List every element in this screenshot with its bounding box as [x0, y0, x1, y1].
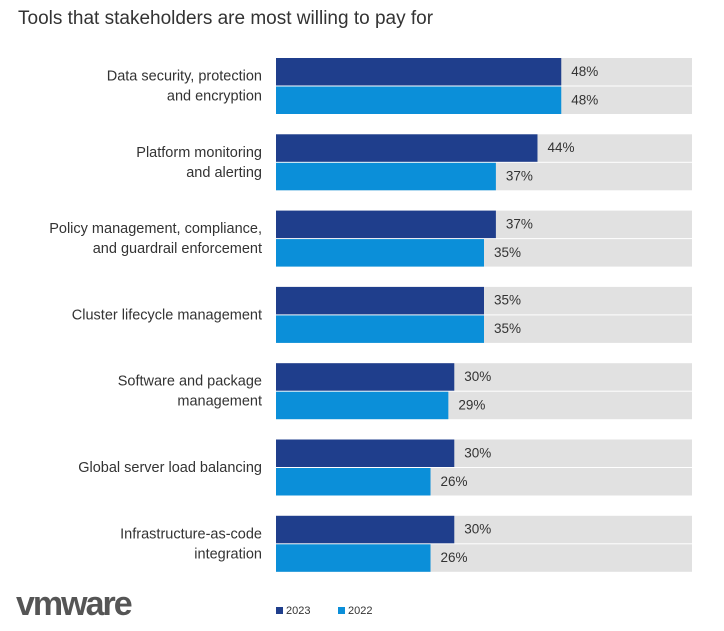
category-label: Policy management, compliance, and guardr…: [49, 221, 262, 257]
bar: [276, 86, 562, 114]
value-label: 35%: [494, 321, 521, 336]
legend-label: 2022: [348, 605, 372, 617]
value-label: 37%: [506, 169, 533, 184]
bar: [276, 239, 484, 267]
value-label: 35%: [494, 293, 521, 308]
bar: [276, 515, 455, 544]
value-label: 44%: [547, 140, 574, 155]
legend-swatch: [338, 607, 345, 614]
bar: [276, 210, 496, 239]
value-label: 30%: [464, 369, 491, 384]
value-label: 29%: [458, 398, 485, 413]
bar: [276, 315, 484, 343]
bar: [276, 439, 455, 467]
bar: [276, 286, 484, 315]
value-label: 30%: [464, 522, 491, 537]
bar: [276, 544, 431, 572]
legend-swatch: [276, 607, 283, 614]
legend-label: 2023: [286, 605, 310, 617]
value-label: 26%: [441, 474, 468, 489]
category-label: Data security, protection and encryption: [107, 68, 262, 104]
value-label: 48%: [571, 92, 598, 107]
value-label: 37%: [506, 216, 533, 231]
value-label: 26%: [441, 550, 468, 565]
value-label: 30%: [464, 445, 491, 460]
bar: [276, 391, 449, 420]
value-label: 48%: [571, 64, 598, 79]
bar: [276, 468, 431, 496]
value-label: 35%: [494, 245, 521, 260]
category-label: Infrastructure-as-code integration: [120, 526, 262, 562]
bar: [276, 363, 455, 391]
chart-title: Tools that stakeholders are most willing…: [18, 8, 434, 29]
bar: [276, 58, 562, 86]
category-label: Cluster lifecycle management: [72, 307, 262, 323]
logo: vmware: [16, 585, 132, 623]
category-label: Global server load balancing: [78, 460, 262, 476]
category-label: Software and package management: [118, 374, 262, 410]
bar: [276, 134, 538, 162]
bar: [276, 162, 496, 191]
category-label: Platform monitoring and alerting: [136, 145, 262, 181]
